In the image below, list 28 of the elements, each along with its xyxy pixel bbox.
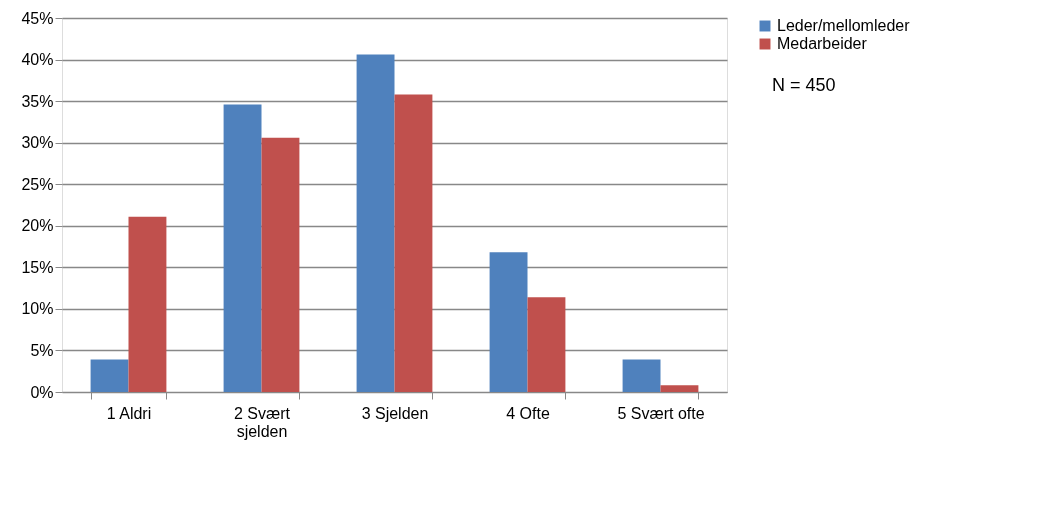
bar xyxy=(128,216,167,392)
y-tick-label: 10% xyxy=(21,300,54,318)
y-tick-label: 15% xyxy=(21,258,54,276)
bar xyxy=(223,104,262,392)
y-tick-label: 30% xyxy=(21,134,54,152)
bar xyxy=(356,54,395,392)
y-tick-label: 0% xyxy=(30,383,54,401)
y-tick-label: 25% xyxy=(21,175,54,193)
x-tick-label: 5 Svært ofte xyxy=(617,404,705,422)
bar xyxy=(660,385,699,392)
y-tick-label: 40% xyxy=(21,51,54,69)
y-tick-label: 45% xyxy=(21,9,54,27)
y-tick-label: 5% xyxy=(30,341,54,359)
y-tick-label: 35% xyxy=(21,92,54,110)
text: N = 450 xyxy=(772,75,836,95)
x-tick-label: 2 Svært sjelden xyxy=(233,404,291,440)
bar xyxy=(489,252,528,392)
y-tick-label: 20% xyxy=(21,217,54,235)
bar xyxy=(622,359,661,392)
bar xyxy=(261,137,300,392)
x-tick-label: 3 Sjelden xyxy=(361,404,429,422)
legend-label: Leder/mellomleder xyxy=(777,17,911,34)
bar xyxy=(527,297,566,392)
legend-label: Medarbeider xyxy=(777,35,868,52)
bar xyxy=(394,94,433,392)
x-tick-label: 4 Ofte xyxy=(506,404,550,422)
bar xyxy=(90,359,129,392)
x-tick-label: 1 Aldri xyxy=(106,404,152,422)
